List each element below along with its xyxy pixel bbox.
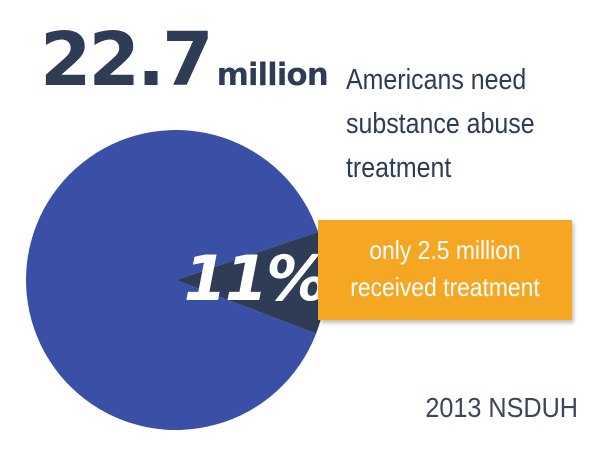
callout-text: only 2.5 million received treatment	[333, 232, 557, 306]
description-line-3: treatment	[346, 152, 452, 184]
headline-description: Americans need substance abuse treatment	[346, 58, 552, 190]
callout-line-2: received treatment	[350, 272, 540, 302]
callout-line-1: only 2.5 million	[369, 235, 521, 265]
pie-slice-need-treatment	[26, 130, 319, 430]
callout-box: only 2.5 million received treatment	[318, 220, 572, 320]
pie-slice-percent-label: 11%	[184, 242, 326, 315]
description-line-2: substance abuse	[346, 108, 535, 140]
headline-unit: million	[216, 57, 329, 93]
headline: 22.7 million	[40, 17, 329, 103]
description-line-1: Americans need	[346, 64, 527, 96]
headline-value: 22.7	[40, 17, 214, 103]
source-label: 2013 NSDUH	[425, 392, 578, 423]
pie-slice-received-treatment	[176, 232, 326, 334]
